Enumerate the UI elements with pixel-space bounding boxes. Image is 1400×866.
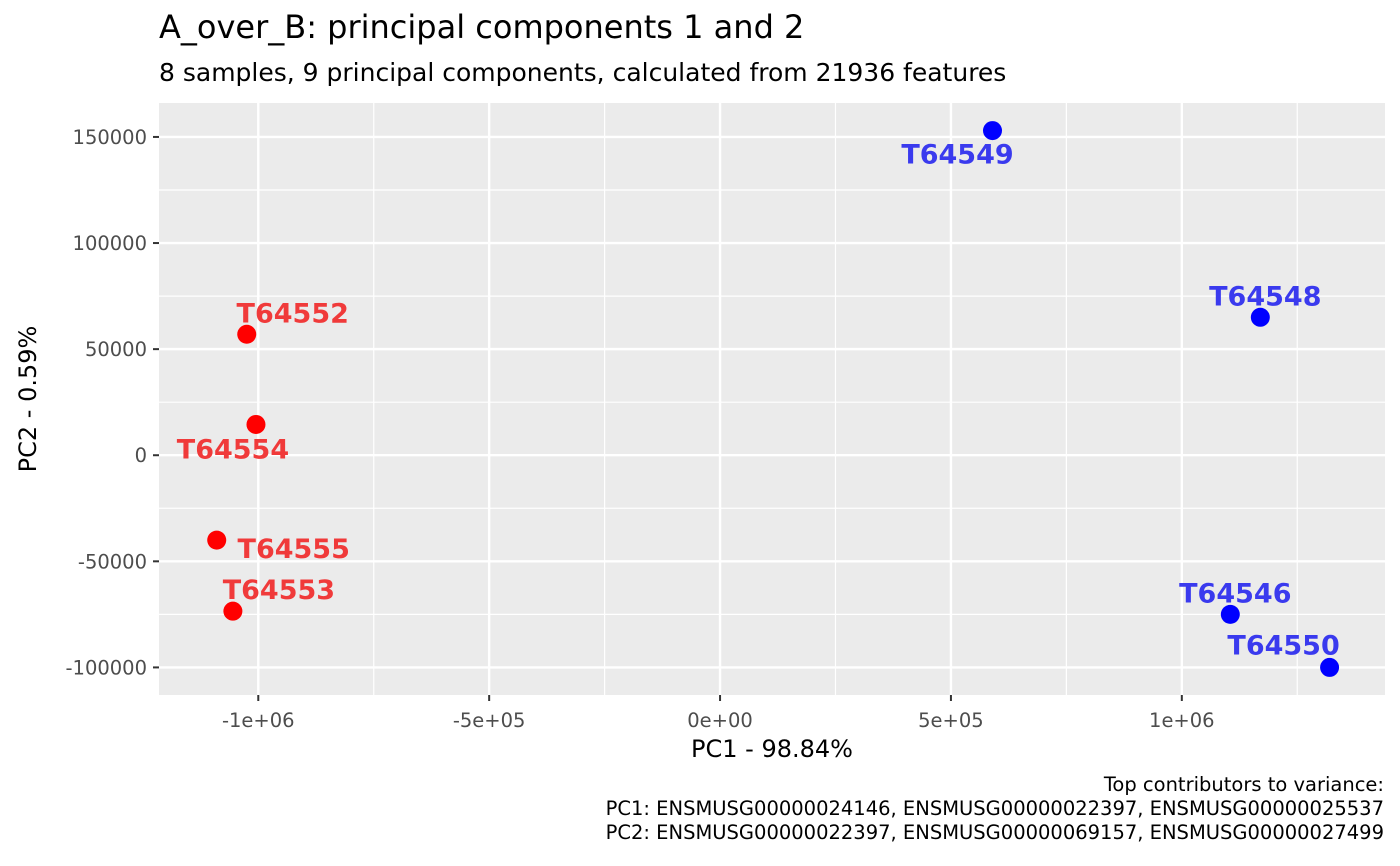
y-tick-label: 100000: [73, 232, 147, 255]
data-point: [1220, 604, 1240, 624]
major-gridlines: [159, 103, 1385, 695]
point-label: T64555: [238, 534, 350, 565]
point-label: T64546: [1179, 578, 1291, 609]
y-tick-label: 150000: [73, 126, 147, 149]
data-point: [237, 324, 257, 344]
data-point: [1250, 307, 1270, 327]
variance-caption: Top contributors to variance: PC1: ENSMU…: [606, 773, 1384, 845]
data-point: [1320, 657, 1340, 677]
x-axis-label: PC1 - 98.84%: [691, 735, 853, 763]
x-tick-label: 1e+06: [1149, 709, 1215, 732]
point-label: T64552: [237, 298, 349, 329]
y-axis-label: PC2 - 0.59%: [14, 326, 42, 473]
data-point: [246, 414, 266, 434]
point-labels: T64549 T64548 T64546 T64550 T64552 T64554 T645…: [177, 140, 1340, 662]
point-label: T64549: [901, 140, 1013, 171]
x-tick-label: 5e+05: [918, 709, 984, 732]
data-point: [207, 530, 227, 550]
minor-gridlines: [159, 103, 1385, 695]
x-tick-label: -5e+05: [453, 709, 526, 732]
point-label: T64553: [223, 575, 335, 606]
chart-subtitle: 8 samples, 9 principal components, calcu…: [159, 58, 1007, 87]
y-tick-label: 0: [135, 444, 147, 467]
axis-ticks: -1e+06 -5e+05 0e+00 5e+05 1e+06 -100000 -50000…: [66, 126, 1215, 732]
y-tick-label: -50000: [78, 550, 147, 573]
chart-title: A_over_B: principal components 1 and 2: [159, 8, 805, 46]
caption-line-pc1: PC1: ENSMUSG00000024146, ENSMUSG00000022…: [605, 797, 1384, 820]
caption-line-pc2: PC2: ENSMUSG00000022397, ENSMUSG00000069…: [605, 821, 1384, 844]
data-point: [223, 601, 243, 621]
y-tick-label: -100000: [66, 656, 147, 679]
x-tick-label: 0e+00: [687, 709, 753, 732]
point-label: T64554: [177, 434, 289, 465]
point-label: T64550: [1227, 630, 1339, 661]
y-tick-label: 50000: [85, 338, 147, 361]
data-points: [207, 121, 1340, 677]
point-label: T64548: [1209, 281, 1321, 312]
x-tick-label: -1e+06: [222, 709, 295, 732]
data-point: [982, 121, 1002, 141]
caption-line-heading: Top contributors to variance:: [1103, 773, 1384, 796]
